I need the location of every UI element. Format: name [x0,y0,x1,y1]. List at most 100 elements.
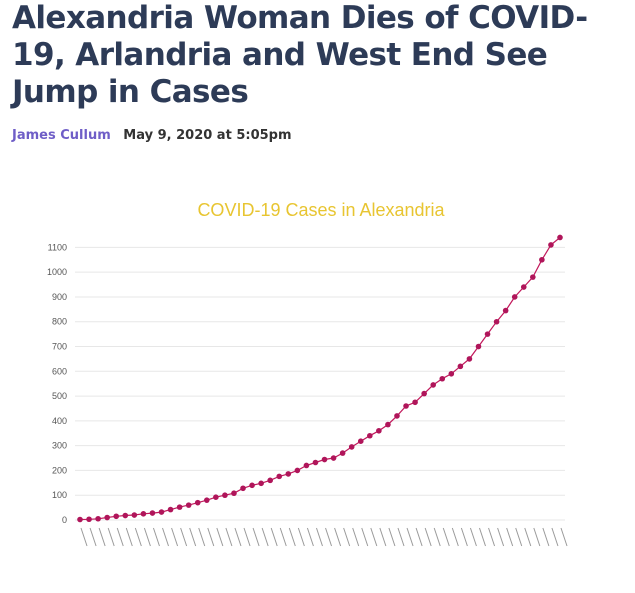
data-point [240,485,246,492]
y-tick-label: 0 [62,515,67,525]
publish-date: May 9, 2020 at 5:05pm [123,128,292,143]
x-tick-mark [497,527,505,547]
x-tick-mark [207,527,215,547]
data-point [249,482,255,489]
data-point [86,516,92,523]
x-tick-mark [116,527,124,547]
x-tick-mark [107,527,115,547]
data-point [158,509,165,515]
x-tick-mark [134,527,142,547]
x-axis-ticks [80,527,568,547]
y-tick-label: 600 [52,366,67,376]
data-point [339,450,346,456]
x-tick-mark [479,527,486,547]
data-point [430,382,437,388]
data-point [548,242,554,248]
data-point [276,473,283,480]
y-tick-label: 500 [52,391,67,401]
y-axis-ticks: 0 100 200 300 400 500 600 700 800 900 1000 1100 [47,242,67,525]
data-point [520,284,527,290]
author-link[interactable]: James Cullum [12,128,111,143]
x-tick-mark [451,527,459,547]
data-point [484,331,491,337]
x-tick-mark [152,527,160,547]
data-point [149,510,156,516]
data-point [294,467,301,474]
data-point [530,274,536,280]
x-tick-mark [270,527,278,547]
data-point [493,318,500,325]
x-tick-mark [261,527,269,547]
x-tick-mark [524,527,532,547]
x-tick-mark [533,527,541,547]
y-tick-label: 100 [52,490,67,500]
x-tick-mark [469,527,477,547]
y-tick-label: 300 [52,441,67,451]
x-tick-mark [343,527,351,547]
series-line [79,237,561,521]
data-point [122,512,129,519]
data-point [403,403,409,409]
x-tick-mark [243,527,251,547]
x-tick-mark [361,527,369,547]
x-tick-mark [406,527,414,547]
x-tick-mark [198,527,206,547]
x-tick-mark [560,527,568,547]
data-point [475,343,482,350]
x-tick-mark [306,527,314,547]
x-tick-mark [162,527,169,547]
data-point [412,399,418,406]
data-point [448,370,455,377]
y-tick-label: 1000 [47,267,67,277]
data-point [321,456,328,463]
x-tick-mark [442,527,450,547]
data-point [502,307,509,314]
data-point [511,294,518,300]
data-point [457,363,464,370]
x-tick-mark [325,527,333,547]
data-points [77,234,563,523]
chart-title: COVID-19 Cases in Alexandria [197,200,445,220]
x-tick-mark [80,527,88,547]
data-point [330,455,337,461]
gridlines [75,246,565,521]
data-point [203,497,210,503]
x-tick-mark [225,527,233,547]
data-point [557,234,563,241]
data-point [258,480,264,487]
data-point [185,502,192,508]
x-tick-mark [315,527,323,547]
x-tick-mark [98,527,106,547]
data-point [231,490,237,497]
y-tick-label: 400 [52,416,67,426]
x-tick-mark [460,527,468,547]
data-point [140,511,147,517]
x-tick-mark [171,527,179,547]
data-point [539,256,545,263]
x-tick-mark [252,527,260,547]
y-tick-label: 200 [52,465,67,475]
data-point [194,499,201,506]
data-point [176,504,183,510]
x-tick-mark [279,527,287,547]
data-point [95,515,101,522]
x-tick-mark [297,527,305,547]
x-tick-mark [125,527,133,547]
data-point [385,421,391,428]
data-point [394,413,400,419]
article-headline: Alexandria Woman Dies of COVID-19, Arlan… [12,0,588,110]
x-tick-mark [424,527,432,547]
x-tick-mark [551,527,559,547]
x-tick-mark [189,527,197,547]
data-point [104,514,110,521]
y-tick-label: 800 [52,317,67,327]
data-point [439,375,446,382]
x-tick-mark [379,527,387,547]
x-tick-mark [334,527,342,547]
x-tick-mark [370,527,378,547]
y-tick-label: 900 [52,292,67,302]
data-point [348,444,355,450]
data-point [213,494,219,501]
cases-line-chart: COVID-19 Cases in Alexandria 0 100 200 300 4… [47,200,568,547]
x-tick-mark [515,527,523,547]
